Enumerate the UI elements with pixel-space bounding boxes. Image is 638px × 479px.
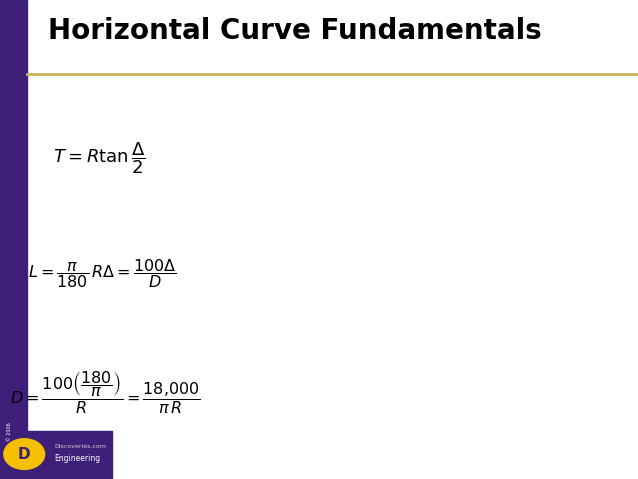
Text: $L = \dfrac{\pi}{180}\,R\Delta = \dfrac{100\Delta}{D}$: $L = \dfrac{\pi}{180}\,R\Delta = \dfrac{… xyxy=(27,257,177,289)
Text: $D = \dfrac{100\left(\dfrac{180}{\pi}\right)}{R} = \dfrac{18{,}000}{\pi\, R}$: $D = \dfrac{100\left(\dfrac{180}{\pi}\ri… xyxy=(10,369,200,416)
Bar xyxy=(0,0,27,479)
Text: Horizontal Curve Fundamentals: Horizontal Curve Fundamentals xyxy=(48,17,542,45)
Circle shape xyxy=(4,439,45,469)
Text: Engineering: Engineering xyxy=(54,455,100,463)
Text: $T = R\tan\dfrac{\Delta}{2}$: $T = R\tan\dfrac{\Delta}{2}$ xyxy=(53,140,145,176)
Text: © 2006: © 2006 xyxy=(7,422,12,441)
Text: D: D xyxy=(18,446,31,462)
Bar xyxy=(0,431,112,479)
Text: Discoveries.com: Discoveries.com xyxy=(54,444,106,449)
